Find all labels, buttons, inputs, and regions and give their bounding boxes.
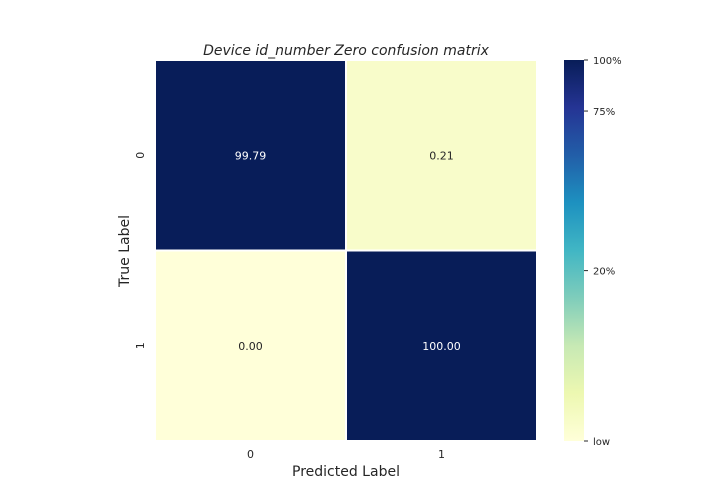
colorbar-tick-label: low [593, 437, 610, 448]
colorbar: low 20% 75% 100% [564, 56, 622, 448]
colorbar-gradient [564, 60, 584, 441]
y-tick-labels: 01 [134, 152, 147, 350]
colorbar-tick-label: 20% [593, 267, 615, 278]
heatmap-cell-1-1 [345, 249, 538, 442]
colorbar-tick-label: 75% [593, 107, 615, 118]
x-tick-label: 0 [247, 448, 254, 461]
heatmap-cell-0-1 [345, 59, 538, 252]
y-tick-label: 0 [134, 152, 147, 159]
cell-value-label: 100.00 [422, 340, 461, 353]
colorbar-ticks: low 20% 75% 100% [584, 56, 622, 448]
chart-title: Device id_number Zero confusion matrix [203, 43, 490, 59]
colorbar-tick-label: 100% [593, 56, 622, 67]
cell-value-label: 0.21 [429, 149, 454, 162]
x-tick-label: 1 [438, 448, 445, 461]
cell-value-label: 0.00 [238, 340, 263, 353]
cell-value-label: 99.79 [235, 149, 267, 162]
heatmap-cell-1-0 [154, 249, 347, 442]
heatmap-cells: 99.79 0.21 0.00 100.00 [154, 59, 538, 442]
y-tick-label: 1 [134, 342, 147, 349]
y-axis-label: True Label [117, 215, 133, 288]
x-axis-label: Predicted Label [292, 464, 400, 480]
heatmap-cell-0-0 [154, 59, 347, 252]
